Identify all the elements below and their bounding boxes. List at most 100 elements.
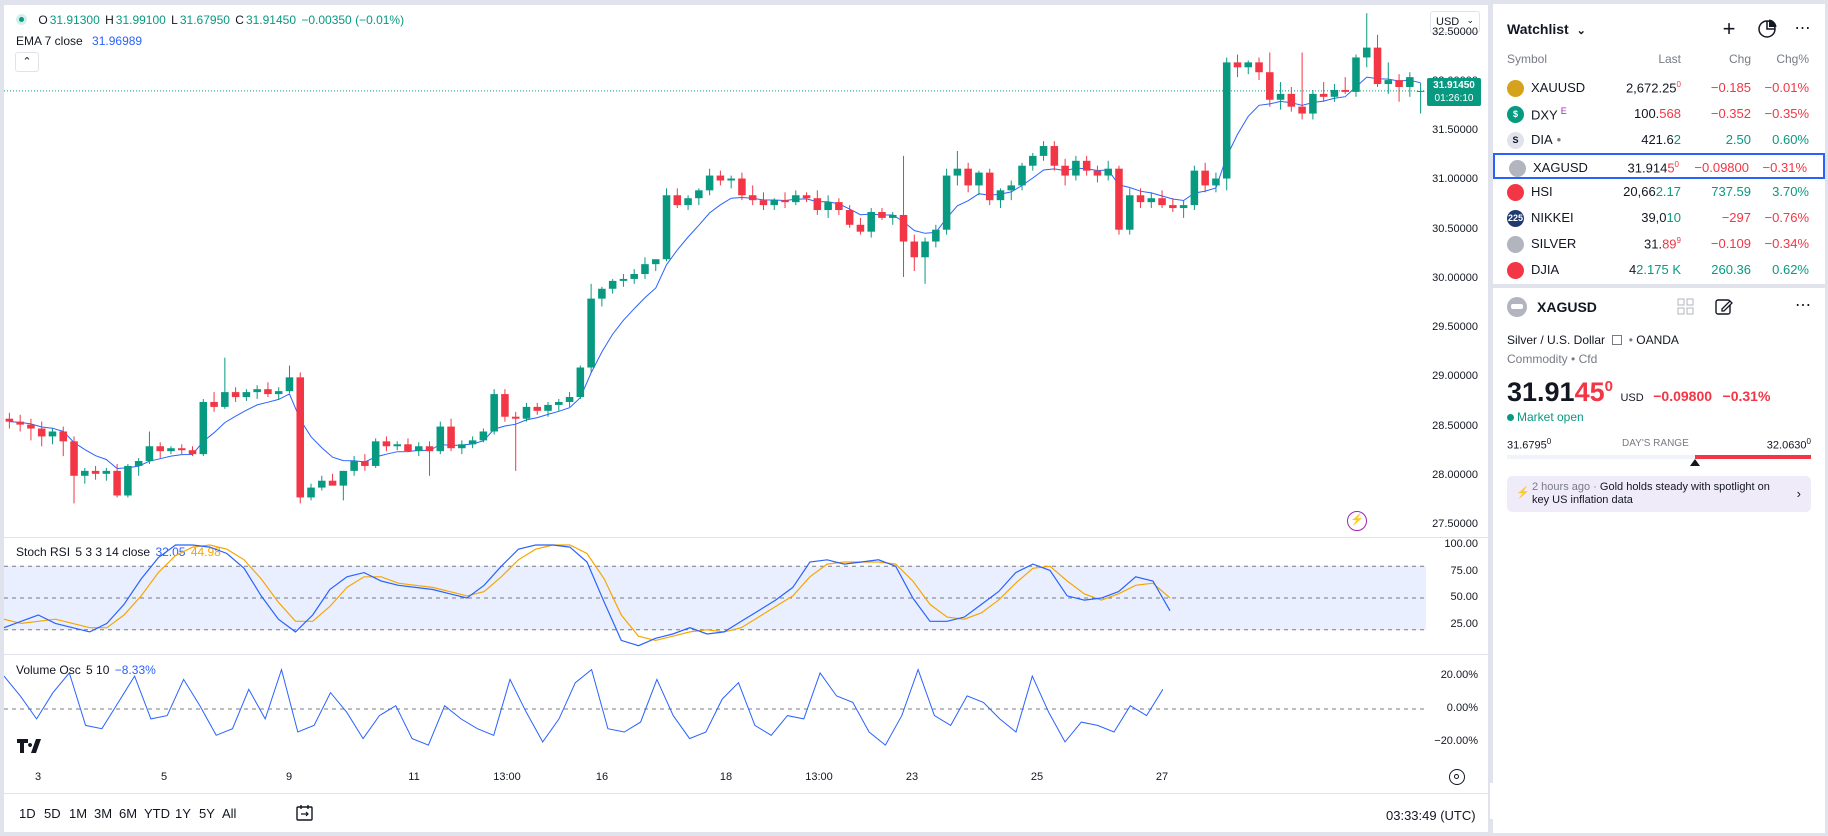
stoch-rsi-chart[interactable] [4,539,1426,654]
watchlist-row-djia[interactable]: DJIA 42.175 K 260.36 0.62% [1493,257,1825,283]
panel-divider[interactable] [1493,284,1825,288]
chart-panel[interactable]: O 31.91300 H 31.99100 L 31.67950 C 31.91450 … [3,4,1490,833]
watchlist-row-dia[interactable]: S DIA • 421.62 2.50 0.60% [1493,127,1825,153]
candle-body [307,487,315,498]
pie-chart-icon[interactable] [1756,18,1778,40]
external-link-icon[interactable] [1612,335,1623,345]
volosc-value: −8.33% [114,663,156,677]
timeframe-all-button[interactable]: All [222,806,237,821]
watchlist-row-xagusd[interactable]: XAGUSD 31.91450 −0.09800 −0.31% [1493,153,1825,179]
price-chart[interactable] [4,5,1490,545]
candle-body [942,175,951,230]
dot-separator: • [1628,333,1633,347]
candle-body [684,198,692,206]
nikkei-icon: 225 [1507,210,1524,227]
stoch-axis-label: 100.00 [1444,538,1478,550]
watchlist-row-xauusd[interactable]: XAUUSD 2,672.250 −0.185 −0.01% [1493,75,1825,101]
last-main: 4 [1628,262,1637,277]
tradingview-logo[interactable] [17,737,49,760]
time-axis-label: 11 [408,771,420,783]
time-axis-label: 9 [285,771,293,783]
candle-body [813,198,822,211]
timeframe-5y-button[interactable]: 5Y [199,806,215,821]
lightning-icon[interactable]: ⚡ [1347,511,1367,531]
candle-body [1395,80,1403,87]
add-symbol-icon[interactable]: + [1722,16,1736,41]
symbol-text: XAUUSD [1531,80,1586,95]
watchlist-row-dxy[interactable]: $ DXY E 100.568 −0.352 −0.35% [1493,101,1825,127]
news-headline: Gold holds steady with spotlight on key … [1532,481,1770,506]
stoch-legend[interactable]: Stoch RSI 5 3 3 14 close 32.05 44.98 [16,545,223,559]
clock-display[interactable]: 03:33:49 (UTC) [1386,808,1476,823]
watchlist-title[interactable]: Watchlist ⌄ [1507,21,1586,37]
timeframe-ytd-button[interactable]: YTD [144,806,170,821]
candle-body [404,444,412,452]
timeframe-5d-button[interactable]: 5D [44,806,61,821]
pane-separator[interactable] [4,537,1490,538]
candle-body [651,259,660,265]
candle-body [1050,146,1059,166]
timeframe-3m-button[interactable]: 3M [94,806,113,821]
stoch-k-value: 32.05 [155,545,186,559]
candle-body [48,431,57,437]
exchange-name[interactable]: OANDA [1636,333,1679,347]
volosc-params: 5 10 [86,663,110,677]
more-icon[interactable]: ⋯ [1794,20,1812,37]
collapse-legend-button[interactable]: ⌃ [15,52,39,72]
range-low-value: 31.6795 [1507,439,1547,452]
grid-layout-icon[interactable] [1677,298,1695,316]
watchlist-chgp: −0.35% [1764,106,1809,121]
watchlist-row-silver[interactable]: SILVER 31.899 −0.109 −0.34% [1493,231,1825,257]
pane-separator[interactable] [4,654,1490,655]
details-symbol[interactable]: XAGUSD [1537,299,1597,315]
stoch-params: 5 3 3 14 close [75,545,151,559]
category-line: Commodity • Cfd [1507,352,1597,366]
time-axis[interactable]: 3 5 9 11 13:00 16 18 13:00 23 25 27 [4,768,1426,788]
volosc-legend[interactable]: Volume Osc 5 10 −8.33% [16,663,158,677]
more-icon[interactable]: ⋯ [1795,297,1811,314]
watchlist-row-hsi[interactable]: HSI 20,662.17 737.59 3.70% [1493,179,1825,205]
candle-body [37,428,46,437]
timeframe-6m-button[interactable]: 6M [119,806,138,821]
news-card[interactable]: ⚡ 2 hours ago · Gold holds steady with s… [1507,476,1811,512]
watchlist-chg: −0.109 [1710,236,1751,251]
candle-body [835,202,843,211]
edit-icon[interactable] [1714,297,1734,317]
time-axis-label: 18 [719,771,733,783]
timeframe-1m-button[interactable]: 1M [69,806,88,821]
volume-osc-chart[interactable] [4,655,1426,765]
col-last[interactable]: Last [1658,52,1681,66]
col-chg[interactable]: Chg [1728,52,1751,66]
candle-body [662,195,671,260]
watchlist-row-nikkei[interactable]: 225 NIKKEI 39,010 −297 −0.76% [1493,205,1825,231]
djia-icon [1507,262,1524,279]
time-axis-label: 13:00 [493,771,521,783]
symbol-text: HSI [1531,184,1553,199]
candle-body [1416,90,1425,92]
timeframe-1y-button[interactable]: 1Y [175,806,191,821]
settings-icon[interactable] [1449,769,1465,785]
candle-body [1309,93,1317,114]
last-green-digits: 2 [1673,132,1681,147]
watchlist-chg: 737.59 [1711,184,1751,199]
candle-body [1276,93,1285,100]
volosc-axis-label: −20.00% [1434,734,1478,747]
watchlist-last: 39,010 [1641,210,1681,225]
candle-body [824,202,832,211]
time-axis-label: 16 [595,771,609,783]
candle-body [705,175,714,191]
ohlc-legend: O 31.91300 H 31.99100 L 31.67950 C 31.91450 … [16,13,406,27]
timeframe-1d-button[interactable]: 1D [19,806,36,821]
ema-legend[interactable]: EMA 7 close 31.96989 [16,34,144,48]
date-range-icon[interactable] [295,803,315,823]
candle-body [242,392,251,398]
col-symbol[interactable]: Symbol [1507,52,1548,66]
time-axis-label: 5 [160,771,168,783]
low-value: 31.67950 [179,13,230,27]
currency-selector[interactable]: USD ⌄ [1430,11,1480,33]
watchlist-last: 20,662.17 [1623,184,1681,199]
category-2: Cfd [1578,352,1598,366]
col-chgp[interactable]: Chg% [1776,52,1809,66]
candle-body [576,367,585,398]
currency-label: USD [1436,16,1460,28]
